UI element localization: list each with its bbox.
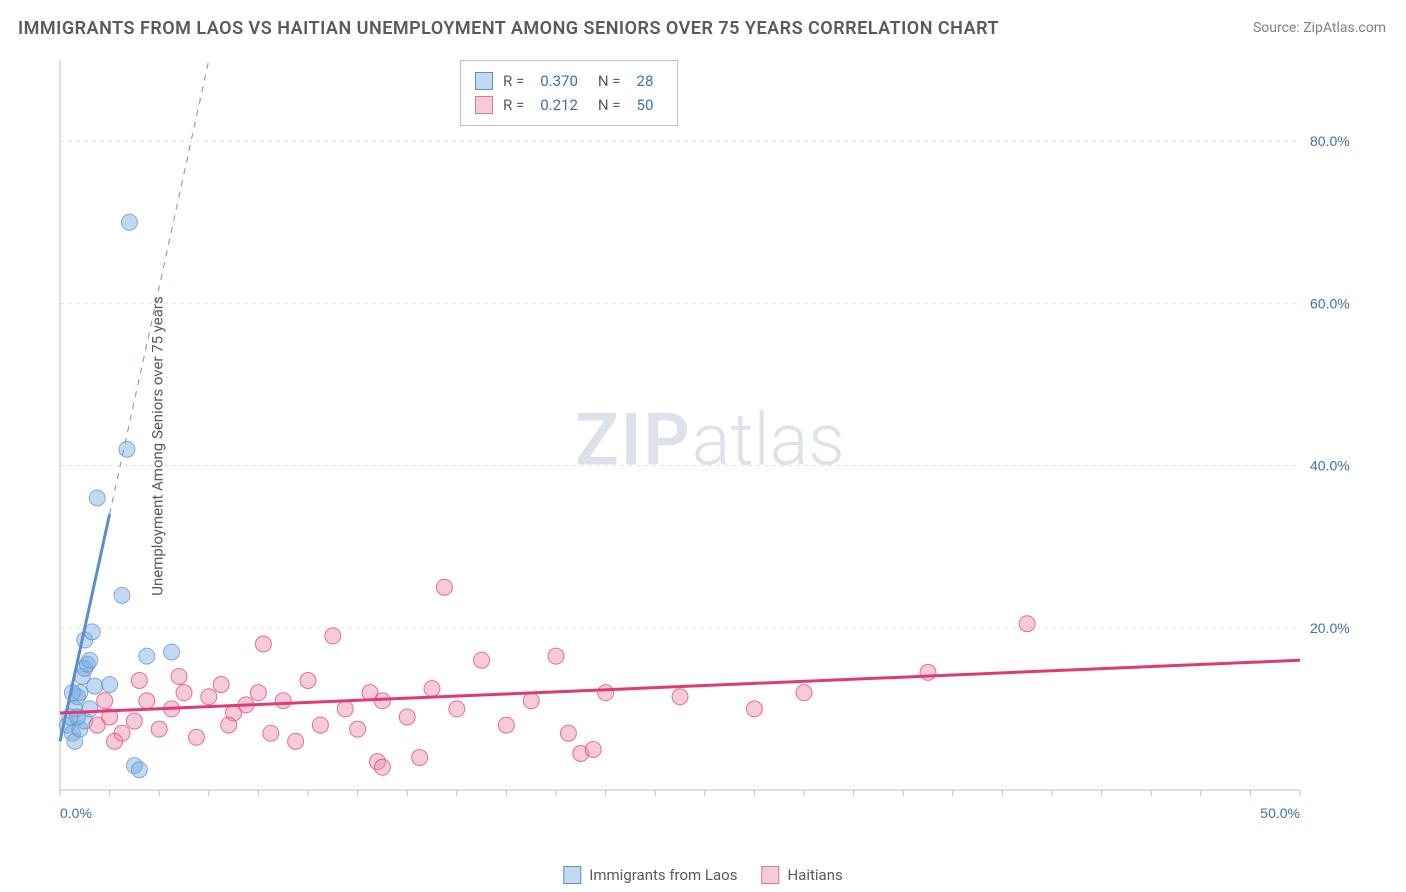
series-legend: Immigrants from Laos Haitians: [563, 866, 842, 884]
r-value-laos: 0.370: [540, 69, 578, 93]
correlation-legend: R = 0.370 N = 28 R = 0.212 N = 50: [460, 60, 678, 126]
svg-text:20.0%: 20.0%: [1310, 620, 1350, 636]
svg-text:0.0%: 0.0%: [60, 805, 92, 821]
legend-label-haitians: Haitians: [787, 866, 842, 884]
swatch-pink-icon: [761, 866, 779, 884]
swatch-blue-icon: [563, 866, 581, 884]
swatch-pink-icon: [475, 96, 493, 114]
swatch-blue-icon: [475, 72, 493, 90]
legend-label-laos: Immigrants from Laos: [589, 866, 737, 884]
r-label: R =: [503, 93, 524, 117]
n-value-laos: 28: [637, 69, 654, 93]
n-label: N =: [598, 93, 621, 117]
legend-item-laos: Immigrants from Laos: [563, 866, 737, 884]
r-label: R =: [503, 69, 524, 93]
r-value-haitians: 0.212: [540, 93, 578, 117]
chart-title: IMMIGRANTS FROM LAOS VS HAITIAN UNEMPLOY…: [18, 18, 999, 39]
legend-row-laos: R = 0.370 N = 28: [475, 69, 663, 93]
n-value-haitians: 50: [637, 93, 654, 117]
svg-text:40.0%: 40.0%: [1310, 458, 1350, 474]
scatter-chart-svg: 20.0% 40.0% 60.0% 80.0% 0.0% 50.0%: [50, 50, 1370, 830]
plot-area: 20.0%40.0%60.0%80.0%0.0%50.0% ZIPatlas: [50, 50, 1370, 830]
legend-item-haitians: Haitians: [761, 866, 842, 884]
svg-text:50.0%: 50.0%: [1260, 805, 1300, 821]
svg-text:60.0%: 60.0%: [1310, 295, 1350, 311]
svg-text:80.0%: 80.0%: [1310, 133, 1350, 149]
source-attribution: Source: ZipAtlas.com: [1253, 20, 1386, 36]
n-label: N =: [598, 69, 621, 93]
legend-row-haitians: R = 0.212 N = 50: [475, 93, 663, 117]
